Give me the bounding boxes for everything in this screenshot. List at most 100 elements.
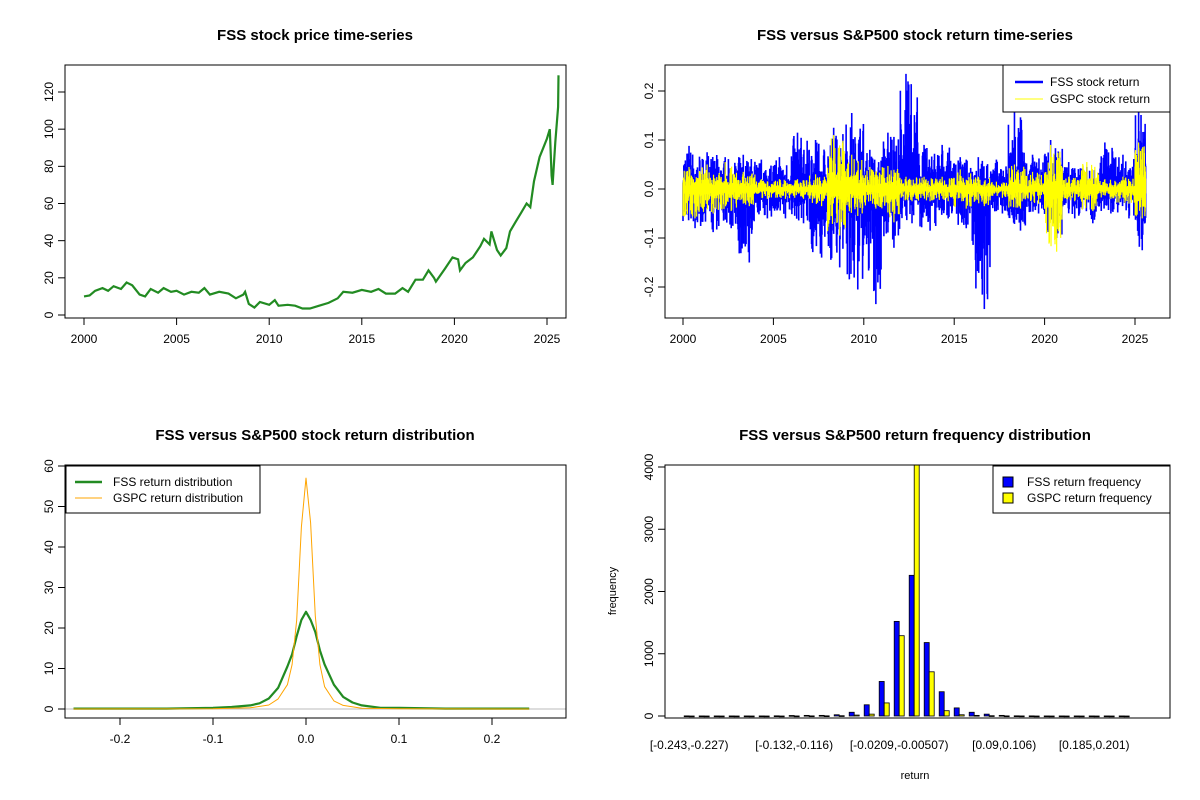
fss-frequency-bar — [788, 715, 795, 717]
panel1-title: FSS stock price time-series — [217, 27, 413, 44]
panel3-y-tick-label: 0 — [42, 705, 56, 712]
panel1-x-tick-label: 2015 — [348, 332, 375, 346]
panel3-y-tick-label: 60 — [42, 459, 56, 473]
legend-swatch — [1002, 492, 1014, 504]
fss-frequency-bar — [893, 620, 900, 717]
gspc-frequency-bar — [778, 715, 785, 718]
fss-frequency-bar — [803, 714, 810, 717]
panel4-y-tick-label: 0 — [642, 712, 656, 719]
panel1-x-tick-label: 2005 — [163, 332, 190, 346]
bin-label: [0.185,0.201) — [1059, 738, 1130, 752]
panel4-y-tick-label: 3000 — [642, 516, 656, 543]
panel1-y-tick-label: 40 — [42, 234, 56, 248]
gspc-frequency-bar — [1033, 715, 1040, 718]
gspc-frequency-bar — [823, 715, 830, 718]
fss-frequency-bar — [1043, 715, 1050, 718]
panel1-x-tick-label: 2010 — [256, 332, 283, 346]
panel4-legend — [992, 465, 1171, 514]
panel3-y-tick-label: 30 — [42, 581, 56, 595]
gspc-frequency-bar — [988, 715, 995, 717]
panel2-plot-box — [664, 64, 1171, 319]
fss-frequency-bar — [1013, 715, 1020, 718]
gspc-frequency-bar — [748, 715, 755, 718]
panel2-x-tick-label: 2010 — [850, 332, 877, 346]
panel1-y-tick-label: 20 — [42, 271, 56, 285]
fss-frequency-bar — [953, 707, 960, 717]
panel1-y-tick-label: 100 — [42, 119, 56, 139]
fss-frequency-bar — [833, 714, 840, 717]
fss-density-line — [73, 610, 530, 710]
fss-frequency-bar — [758, 715, 765, 718]
legend-label: GSPC return frequency — [1027, 491, 1152, 505]
gspc-frequency-bar — [943, 710, 950, 717]
gspc-frequency-bar — [838, 715, 845, 717]
panel3-plot-box — [64, 464, 567, 719]
gspc-frequency-bar — [1078, 715, 1085, 718]
fss-frequency-bar — [818, 714, 825, 717]
bin-label: [-0.243,-0.227) — [650, 738, 729, 752]
bin-label: [-0.0209,-0.00507) — [850, 738, 949, 752]
panel2-y-tick-label: 0.2 — [642, 82, 656, 99]
gspc-frequency-bar — [808, 715, 815, 718]
legend-label: FSS return distribution — [113, 475, 232, 489]
fss-frequency-bar — [1103, 715, 1110, 718]
fss-frequency-bar — [698, 715, 705, 718]
gspc-frequency-bar — [688, 715, 695, 718]
gspc-frequency-bar — [898, 635, 905, 717]
series-gspc-returns — [682, 135, 1147, 252]
fss-frequency-bar — [908, 574, 915, 717]
panel1-x-tick-label: 2000 — [71, 332, 98, 346]
panel2-legend — [1002, 64, 1171, 113]
gspc-density-line — [73, 477, 530, 710]
panel2-y-tick-label: 0.1 — [642, 131, 656, 148]
panel3-y-tick-label: 40 — [42, 540, 56, 554]
gspc-frequency-bar — [1123, 715, 1130, 718]
gspc-frequency-bar — [1093, 715, 1100, 718]
bin-label: [-0.132,-0.116) — [755, 738, 833, 752]
legend-swatch — [1002, 476, 1014, 488]
gspc-frequency-bar — [718, 715, 725, 718]
fss-frequency-bar — [923, 642, 930, 717]
panel2-y-tick-label: -0.2 — [642, 276, 656, 297]
panel3-x-tick-label: 0.1 — [391, 732, 408, 746]
panel4-y-tick-label: 4000 — [642, 453, 656, 480]
panel4-title: FSS versus S&P500 return frequency distr… — [739, 427, 1091, 444]
gspc-frequency-bar — [883, 702, 890, 717]
panel1-y-tick-label: 80 — [42, 159, 56, 173]
gspc-frequency-bar — [853, 714, 860, 717]
fss-price-line — [83, 75, 560, 310]
fss-frequency-bar — [863, 704, 870, 717]
gspc-frequency-bar — [913, 464, 920, 717]
fss-frequency-bar — [1028, 715, 1035, 718]
panel2-y-tick-label: 0.0 — [642, 180, 656, 197]
gspc-frequency-bar — [1108, 715, 1115, 718]
gspc-frequency-bar — [973, 714, 980, 717]
bin-label: [0.09,0.106) — [972, 738, 1036, 752]
panel2-x-tick-label: 2005 — [760, 332, 787, 346]
legend-label: GSPC return distribution — [113, 491, 243, 505]
fss-frequency-bar — [983, 713, 990, 717]
panel1-y-tick-label: 120 — [42, 82, 56, 102]
legend-label: GSPC stock return — [1050, 92, 1150, 106]
panel2-y-tick-label: -0.1 — [642, 227, 656, 248]
panel3-y-tick-label: 50 — [42, 500, 56, 514]
panel1-x-tick-label: 2020 — [441, 332, 468, 346]
fss-frequency-bar — [878, 681, 885, 717]
legend-label: FSS return frequency — [1027, 475, 1141, 489]
panel4-xlabel: return — [901, 770, 930, 782]
gspc-frequency-bar — [1018, 715, 1025, 718]
fss-frequency-bar — [998, 714, 1005, 717]
fss-frequency-bar — [1073, 715, 1080, 718]
fss-frequency-bar — [848, 711, 855, 717]
gspc-frequency-bar — [1003, 715, 1010, 718]
panel4-ylabel: frequency — [607, 566, 619, 615]
panel1-x-tick-label: 2025 — [534, 332, 561, 346]
fss-frequency-bar — [773, 715, 780, 718]
panel3-x-tick-label: -0.2 — [110, 732, 131, 746]
panel1-plot-box — [64, 64, 567, 319]
gspc-frequency-bar — [1048, 715, 1055, 718]
gspc-frequency-bar — [868, 713, 875, 717]
panel4-y-tick-label: 1000 — [642, 640, 656, 667]
